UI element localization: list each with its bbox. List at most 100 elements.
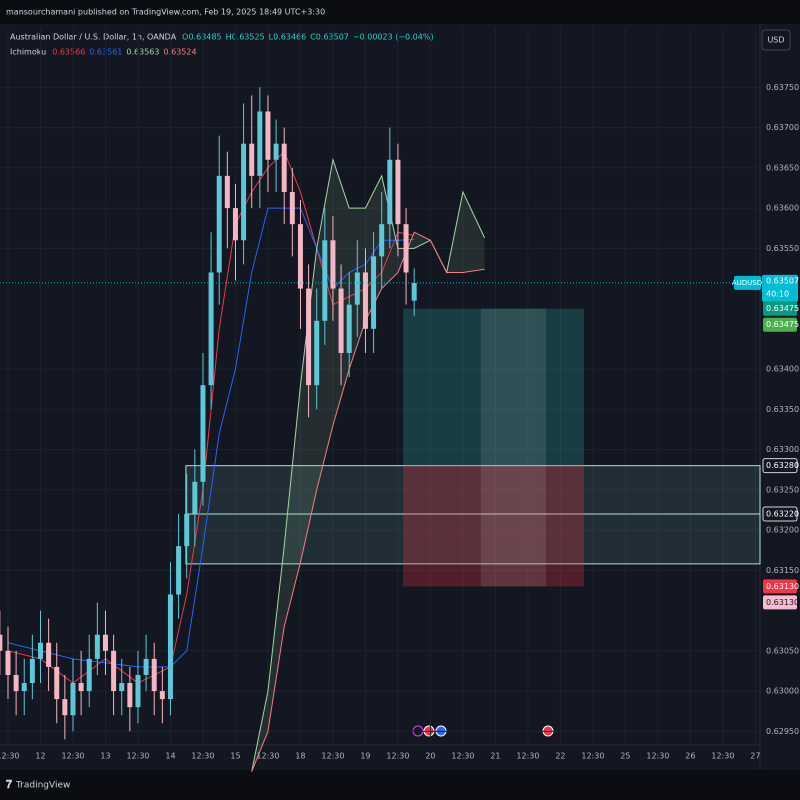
candle-body bbox=[403, 224, 409, 273]
currency-label: USD bbox=[767, 36, 784, 45]
price-tag-label: 0.63130 bbox=[766, 598, 799, 607]
candle-body bbox=[159, 691, 165, 700]
y-tick-label: 0.62950 bbox=[766, 727, 799, 736]
indicator-value: 0.63563 bbox=[126, 48, 159, 57]
countdown-label: 40:10 bbox=[766, 289, 789, 298]
x-tick-label: 12:30 bbox=[581, 752, 604, 761]
candle-body bbox=[289, 191, 295, 225]
y-tick-label: 0.63700 bbox=[766, 123, 799, 132]
y-tick-label: 0.63300 bbox=[766, 445, 799, 454]
candle-body bbox=[371, 256, 377, 329]
y-tick-label: 0.63150 bbox=[766, 566, 799, 575]
candle-body bbox=[94, 634, 100, 659]
candle-body bbox=[362, 272, 368, 329]
price-tag-bg bbox=[763, 317, 797, 332]
x-tick-label: 12:30 bbox=[711, 752, 734, 761]
candle-body bbox=[322, 240, 328, 321]
price-tag-label: 0.63130 bbox=[766, 582, 799, 591]
x-tick-label: 15 bbox=[230, 752, 240, 761]
price-tag-label: 0.63280 bbox=[766, 461, 799, 470]
ohlc-value: C0.63507 bbox=[310, 33, 349, 42]
candle-body bbox=[102, 634, 108, 651]
candle-body bbox=[5, 650, 11, 675]
zone-box bbox=[185, 465, 761, 565]
candle-body bbox=[119, 683, 125, 692]
y-tick-label: 0.63750 bbox=[766, 83, 799, 92]
candle-body bbox=[249, 143, 255, 176]
publisher: mansourchamani published on TradingView.… bbox=[6, 8, 325, 17]
position-loss bbox=[403, 465, 584, 587]
price-tag-label: 0.63507 bbox=[766, 276, 799, 285]
candle-body bbox=[208, 272, 214, 386]
position-profit bbox=[403, 308, 584, 466]
candle-body bbox=[184, 513, 190, 547]
candle-body bbox=[13, 674, 19, 692]
x-tick-label: 19 bbox=[360, 752, 370, 761]
candle-body bbox=[151, 658, 157, 692]
x-tick-label: 14 bbox=[165, 752, 175, 761]
candle-body bbox=[29, 658, 35, 684]
brand: TradingView bbox=[15, 781, 70, 791]
candle-body bbox=[297, 224, 303, 289]
price-tag-bg bbox=[762, 274, 798, 302]
symbol-tag-bg bbox=[734, 275, 761, 290]
candle-body bbox=[78, 683, 84, 692]
x-tick-label: 25 bbox=[620, 752, 630, 761]
candle-body bbox=[127, 683, 133, 708]
candle-body bbox=[346, 304, 352, 353]
price-tag-bg bbox=[762, 506, 798, 522]
x-tick-label: 18 bbox=[295, 752, 305, 761]
candle-body bbox=[281, 143, 287, 192]
x-tick-label: 26 bbox=[685, 752, 695, 761]
top-bar bbox=[0, 0, 800, 24]
footer bbox=[0, 770, 800, 800]
x-tick-label: 12:30 bbox=[0, 752, 20, 761]
candle-body bbox=[135, 674, 141, 708]
candle-body bbox=[176, 546, 182, 595]
ohlc-value: L0.63466 bbox=[269, 33, 307, 42]
x-tick-label: 13 bbox=[100, 752, 110, 761]
candle-body bbox=[330, 240, 336, 289]
candle-body bbox=[167, 594, 173, 700]
candle-body bbox=[192, 481, 198, 514]
candle-body bbox=[257, 111, 263, 176]
x-tick-label: 12:30 bbox=[191, 752, 214, 761]
y-tick-label: 0.63250 bbox=[766, 485, 799, 494]
symbol-tag-label: AUDUSD bbox=[732, 279, 762, 287]
y-tick-label: 0.63050 bbox=[766, 646, 799, 655]
x-tick-label: 12:30 bbox=[451, 752, 474, 761]
currency-button[interactable] bbox=[761, 29, 791, 51]
candle-body bbox=[379, 224, 385, 257]
price-tag-label: 0.63220 bbox=[766, 509, 799, 518]
candle-body bbox=[0, 634, 3, 651]
candle-body bbox=[46, 642, 52, 667]
y-tick-label: 0.63350 bbox=[766, 405, 799, 414]
x-tick-label: 22 bbox=[555, 752, 565, 761]
price-tag-label: 0.63475 bbox=[766, 304, 799, 313]
plot-area bbox=[0, 28, 761, 772]
x-tick-label: 12:30 bbox=[386, 752, 409, 761]
price-tag-bg bbox=[762, 458, 798, 474]
x-tick-label: 12:30 bbox=[646, 752, 669, 761]
candle-body bbox=[224, 175, 230, 209]
price-tag-label: 0.63475 bbox=[766, 320, 799, 329]
y-tick-label: 0.63650 bbox=[766, 163, 799, 172]
x-tick-label: 12 bbox=[35, 752, 45, 761]
candle-body bbox=[314, 320, 320, 386]
x-tick-label: 12:30 bbox=[516, 752, 539, 761]
ohlc-value: O0.63485 bbox=[182, 33, 221, 42]
y-tick-label: 0.63400 bbox=[766, 365, 799, 374]
candle-body bbox=[354, 272, 360, 305]
y-tick-label: 0.63600 bbox=[766, 204, 799, 213]
candle-body bbox=[62, 699, 68, 716]
position-highlight bbox=[480, 308, 546, 587]
indicator-value: 0.63566 bbox=[52, 48, 85, 57]
x-tick-label: 12:30 bbox=[126, 752, 149, 761]
candle-body bbox=[111, 650, 117, 692]
candle-body bbox=[37, 642, 43, 659]
candle-body bbox=[265, 111, 271, 160]
indicator-name: Ichimoku bbox=[10, 48, 46, 57]
candle-body bbox=[241, 143, 247, 241]
